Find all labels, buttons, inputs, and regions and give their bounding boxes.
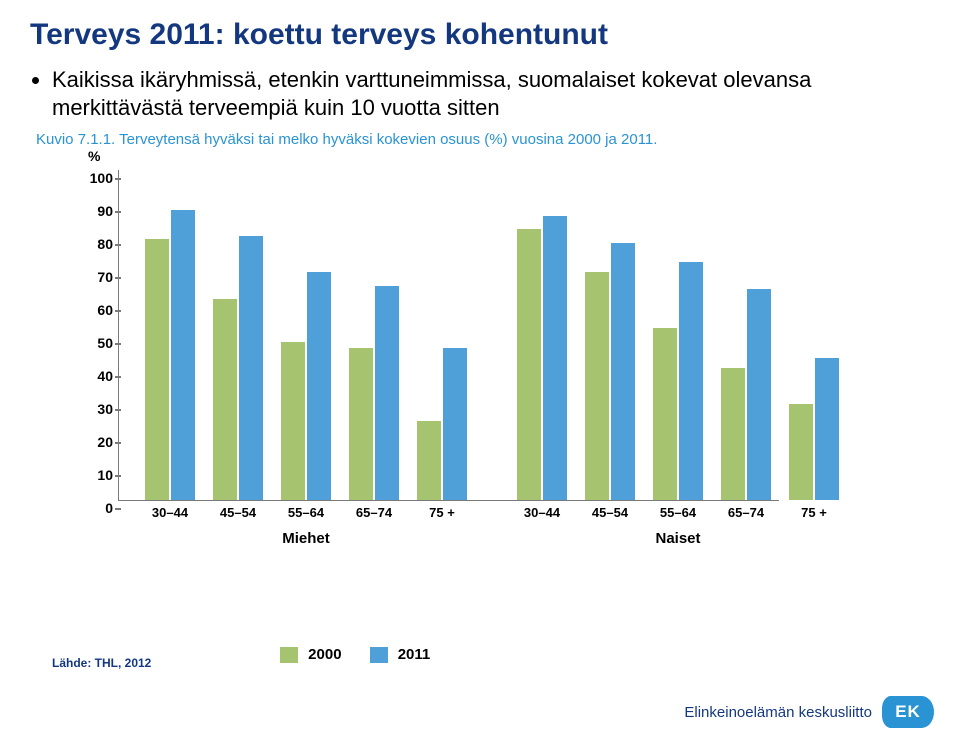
legend: 2000 2011 xyxy=(280,646,430,663)
y-tick: 0 xyxy=(79,500,113,516)
bar-2000 xyxy=(585,272,609,500)
logo-text: EK xyxy=(882,696,934,728)
group-label: Miehet xyxy=(282,530,330,547)
bar-2000 xyxy=(517,229,541,500)
legend-swatch xyxy=(280,647,298,663)
bar-2011 xyxy=(443,348,467,500)
bar-2011 xyxy=(307,272,331,500)
bar-2000 xyxy=(789,404,813,500)
y-tick: 30 xyxy=(79,401,113,417)
brand: Elinkeinoelämän keskusliitto EK xyxy=(684,696,934,728)
x-tick: 30–44 xyxy=(152,505,188,520)
bullet-item: Kaikissa ikäryhmissä, etenkin varttuneim… xyxy=(52,66,930,121)
bar-2011 xyxy=(239,236,263,500)
source-text: Lähde: THL, 2012 xyxy=(52,656,151,670)
y-tick: 80 xyxy=(79,236,113,252)
bullet-list: Kaikissa ikäryhmissä, etenkin varttuneim… xyxy=(30,66,930,121)
x-tick: 75 + xyxy=(801,505,827,520)
bar-2011 xyxy=(375,286,399,501)
y-tick: 90 xyxy=(79,203,113,219)
bar-2000 xyxy=(653,328,677,500)
brand-logo: EK xyxy=(882,696,934,728)
group-label: Naiset xyxy=(655,530,700,547)
x-tick: 55–64 xyxy=(288,505,324,520)
x-tick: 30–44 xyxy=(524,505,560,520)
y-tick: 100 xyxy=(79,170,113,186)
bar-2000 xyxy=(349,348,373,500)
bar-chart: % 010203040506070809010030–4445–5455–646… xyxy=(50,152,810,582)
x-tick: 55–64 xyxy=(660,505,696,520)
legend-swatch xyxy=(370,647,388,663)
y-tick: 70 xyxy=(79,269,113,285)
bar-2011 xyxy=(815,358,839,500)
y-tick: 40 xyxy=(79,368,113,384)
x-tick: 45–54 xyxy=(592,505,628,520)
plot-area: 010203040506070809010030–4445–5455–6465–… xyxy=(118,170,779,501)
bar-2011 xyxy=(747,289,771,500)
figure-caption: Kuvio 7.1.1. Terveytensä hyväksi tai mel… xyxy=(36,131,930,148)
slide: Terveys 2011: koettu terveys kohentunut … xyxy=(0,0,960,742)
bar-2000 xyxy=(213,299,237,500)
legend-label: 2011 xyxy=(398,646,431,663)
x-tick: 45–54 xyxy=(220,505,256,520)
y-tick: 20 xyxy=(79,434,113,450)
legend-item: 2011 xyxy=(370,646,431,663)
brand-name: Elinkeinoelämän keskusliitto xyxy=(684,704,872,721)
x-tick: 65–74 xyxy=(728,505,764,520)
bar-2000 xyxy=(417,421,441,500)
legend-item: 2000 xyxy=(280,646,342,663)
bar-2000 xyxy=(281,342,305,500)
bar-2011 xyxy=(611,243,635,500)
x-tick: 75 + xyxy=(429,505,455,520)
x-tick: 65–74 xyxy=(356,505,392,520)
y-tick: 50 xyxy=(79,335,113,351)
bar-2000 xyxy=(145,239,169,500)
bar-2011 xyxy=(171,210,195,500)
bar-2011 xyxy=(679,262,703,500)
y-axis-label: % xyxy=(88,148,100,164)
bar-2011 xyxy=(543,216,567,500)
y-tick: 60 xyxy=(79,302,113,318)
y-tick: 10 xyxy=(79,467,113,483)
page-title: Terveys 2011: koettu terveys kohentunut xyxy=(30,18,930,52)
bar-2000 xyxy=(721,368,745,500)
legend-label: 2000 xyxy=(308,646,341,663)
